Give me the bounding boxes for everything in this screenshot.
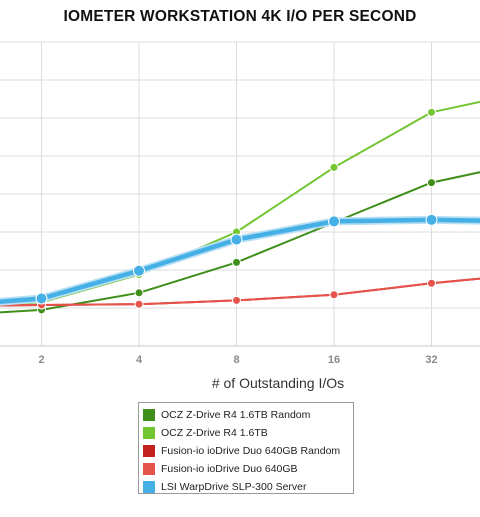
x-tick-labels: 2 4 8 16 32: [38, 354, 437, 366]
x-tick-label: 16: [328, 354, 340, 366]
legend-label: OCZ Z-Drive R4 1.6TB Random: [161, 409, 311, 421]
data-point[interactable]: [329, 290, 339, 300]
data-point[interactable]: [328, 215, 340, 228]
x-tick-label: 32: [425, 354, 437, 366]
legend-label: OCZ Z-Drive R4 1.6TB: [161, 427, 268, 439]
legend-swatch: [143, 409, 155, 421]
data-point[interactable]: [232, 257, 241, 267]
legend-item[interactable]: OCZ Z-Drive R4 1.6TB: [143, 424, 353, 442]
legend-label: Fusion-io ioDrive Duo 640GB: [161, 463, 298, 475]
data-point[interactable]: [134, 288, 144, 298]
data-point[interactable]: [134, 299, 144, 309]
data-point[interactable]: [427, 178, 436, 188]
legend-item[interactable]: OCZ Z-Drive R4 1.6TB Random: [143, 406, 353, 424]
data-point[interactable]: [133, 264, 145, 277]
data-point[interactable]: [329, 162, 339, 172]
legend-swatch: [143, 463, 155, 475]
x-tick-label: 8: [233, 354, 239, 366]
data-point[interactable]: [427, 278, 436, 288]
data-point[interactable]: [425, 213, 438, 226]
legend-item[interactable]: Fusion-io ioDrive Duo 640GB Random: [143, 442, 353, 460]
legend-item[interactable]: Fusion-io ioDrive Duo 640GB: [143, 460, 353, 478]
series-line: [0, 100, 480, 306]
series-4[interactable]: [0, 213, 480, 311]
legend-item[interactable]: LSI WarpDrive SLP-300 Server: [143, 478, 353, 496]
legend-label: Fusion-io ioDrive Duo 640GB Random: [161, 445, 341, 457]
series-lines: [0, 87, 480, 315]
x-tick-label: 2: [38, 354, 44, 366]
legend-swatch: [143, 445, 155, 457]
legend-swatch: [143, 481, 155, 493]
series-1[interactable]: [0, 87, 480, 312]
legend-swatch: [143, 427, 155, 439]
data-point[interactable]: [230, 233, 243, 246]
legend-label: LSI WarpDrive SLP-300 Server: [161, 481, 307, 493]
chart-title: IOMETER WORKSTATION 4K I/O PER SECOND: [63, 8, 417, 25]
x-tick-label: 4: [136, 354, 143, 366]
data-point[interactable]: [427, 107, 436, 117]
series-3[interactable]: [0, 270, 480, 310]
legend: OCZ Z-Drive R4 1.6TB Random OCZ Z-Drive R…: [138, 402, 354, 494]
data-point[interactable]: [232, 295, 241, 305]
x-axis-title: # of Outstanding I/Os: [212, 375, 344, 391]
data-point[interactable]: [35, 292, 48, 305]
